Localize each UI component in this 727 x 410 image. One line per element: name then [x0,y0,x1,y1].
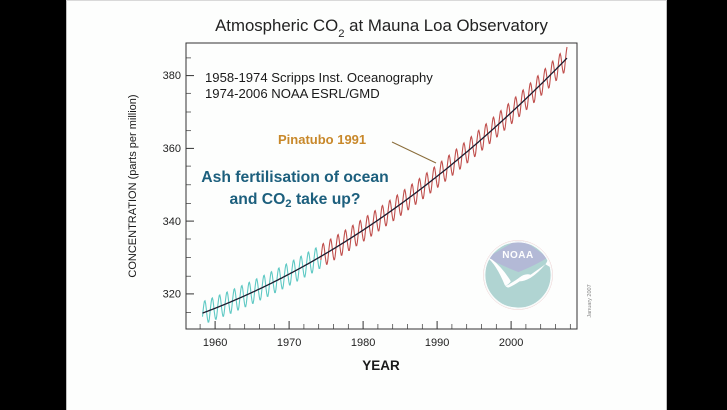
svg-text:380: 380 [163,70,181,82]
svg-text:320: 320 [163,289,181,301]
svg-text:340: 340 [163,216,181,228]
svg-text:NOAA: NOAA [502,250,533,261]
svg-text:YEAR: YEAR [362,358,400,373]
svg-text:1960: 1960 [203,337,227,349]
svg-text:1970: 1970 [277,337,301,349]
svg-text:1974-2006 NOAA ESRL/GMD: 1974-2006 NOAA ESRL/GMD [205,86,380,101]
svg-text:2000: 2000 [499,337,523,349]
svg-text:1980: 1980 [351,337,375,349]
svg-text:CONCENTRATION (parts per milli: CONCENTRATION (parts per million) [127,94,139,277]
svg-text:Pinatubo 1991: Pinatubo 1991 [278,132,366,147]
svg-text:1990: 1990 [425,337,449,349]
svg-text:and CO2 take up?: and CO2 take up? [230,191,361,210]
svg-text:January 2007: January 2007 [587,284,593,317]
svg-text:Ash fertilisation of ocean: Ash fertilisation of ocean [201,169,388,186]
svg-text:1958-1974 Scripps Inst. Oceano: 1958-1974 Scripps Inst. Oceanography [205,70,433,85]
svg-text:360: 360 [163,143,181,155]
